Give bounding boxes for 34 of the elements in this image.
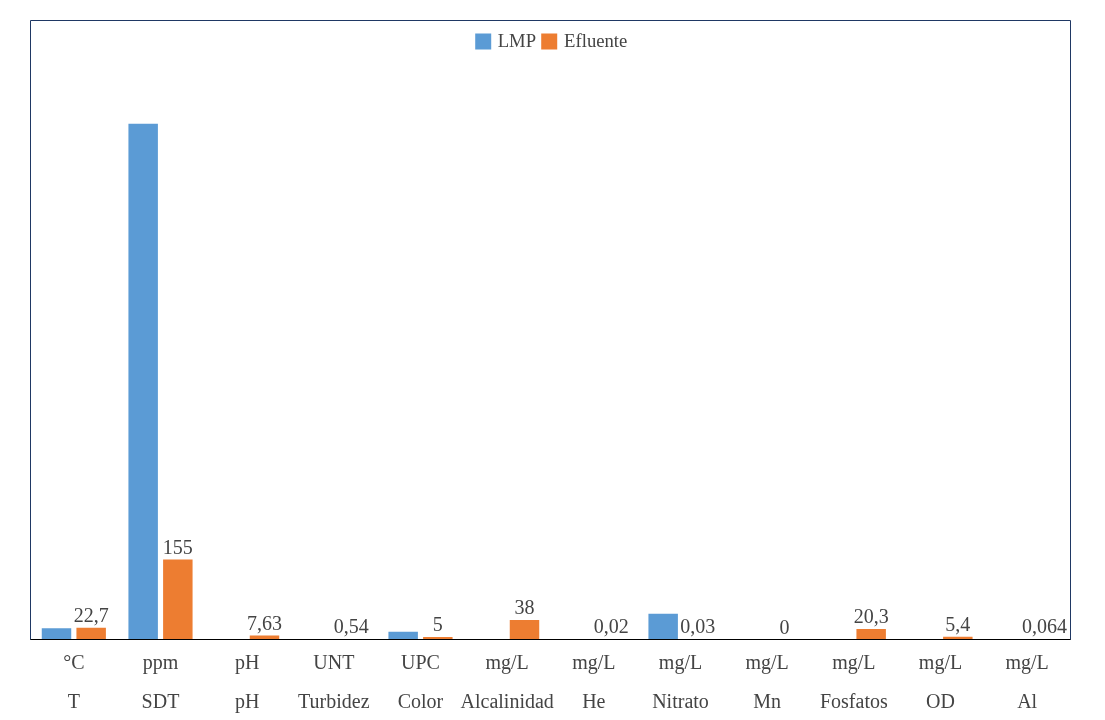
bar	[41, 628, 72, 640]
x-tick-label: pH pH	[234, 650, 260, 714]
data-label: 5,4	[945, 612, 971, 635]
bar	[128, 123, 158, 640]
data-label: 20,3	[853, 605, 889, 628]
bar	[856, 629, 886, 640]
data-label: 0,064	[1022, 615, 1067, 638]
data-label: 22,7	[73, 603, 109, 626]
x-tick-label: mg/L He	[572, 650, 616, 713]
data-label: 0,03	[680, 615, 716, 638]
x-tick-label: mg/L Alcalinidad	[460, 650, 554, 713]
bar	[76, 627, 106, 640]
legend-label: LMP	[497, 30, 537, 52]
bar	[388, 631, 418, 640]
x-tick-label: UNT Turbidez	[298, 650, 370, 713]
data-label: 7,63	[247, 611, 282, 634]
data-label: 0	[779, 615, 790, 638]
x-tick-label: °C T	[63, 650, 85, 713]
data-label: 38	[514, 595, 535, 618]
bar	[509, 619, 540, 640]
x-tick-label: mg/L Al	[1005, 650, 1049, 713]
data-label: 5	[432, 612, 443, 635]
x-tick-label: mg/L Mn	[745, 650, 789, 713]
bar	[163, 559, 193, 640]
x-tick-label: mg/L Nitrato	[652, 650, 709, 713]
legend-label: Efluente	[564, 30, 628, 52]
x-tick-label: mg/L Fosfatos	[819, 650, 888, 713]
x-tick-label: UPC Color	[397, 650, 444, 713]
data-label: 0,02	[593, 615, 629, 638]
bar	[648, 613, 678, 640]
x-tick-label: ppm SDT	[141, 650, 180, 713]
x-tick-label: mg/L OD	[918, 650, 963, 713]
data-label: 0,54	[333, 615, 369, 638]
data-label: 155	[162, 535, 193, 558]
